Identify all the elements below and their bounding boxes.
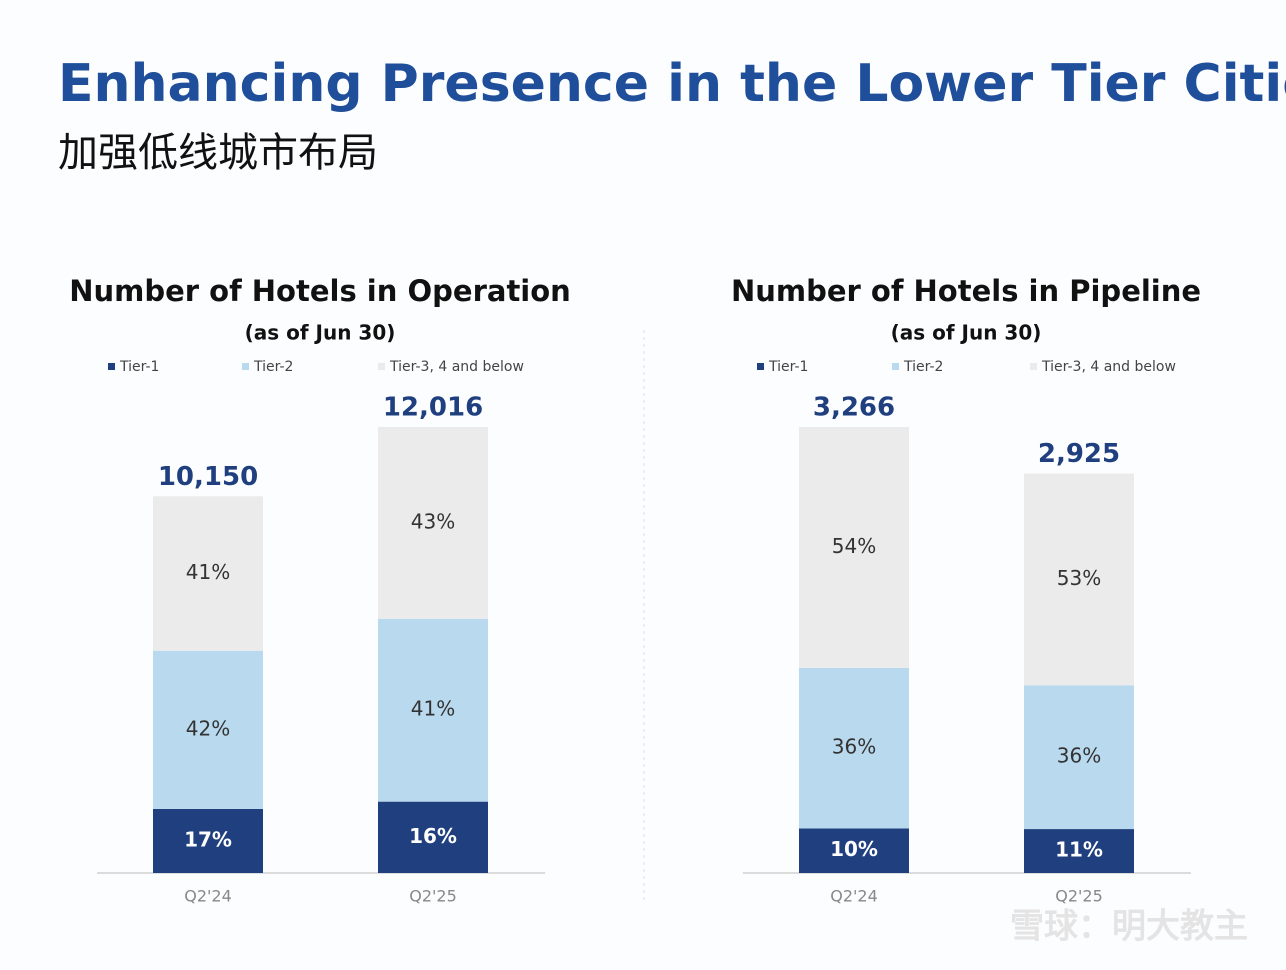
bar-segment	[799, 667, 909, 829]
segment-label: 43%	[411, 509, 455, 533]
chart-title: Number of Hotels in Pipeline	[731, 274, 1201, 308]
x-tick-label: Q2'24	[830, 887, 878, 906]
segment-label: 10%	[830, 837, 878, 861]
segment-label: 17%	[184, 827, 232, 851]
bar-segment	[378, 427, 488, 619]
watermark: 雪球：明大教主	[1010, 907, 1248, 947]
bar-segment	[799, 427, 909, 668]
legend-label: Tier-3, 4 and below	[389, 359, 524, 375]
total-label: 3,266	[813, 393, 895, 423]
legend-swatch	[892, 363, 899, 370]
legend-label: Tier-1	[768, 359, 808, 375]
legend-swatch	[108, 363, 115, 370]
segment-label: 11%	[1055, 838, 1103, 862]
bar-segment	[1024, 685, 1134, 830]
bar-segment	[153, 808, 263, 873]
segment-label: 36%	[1057, 744, 1101, 768]
legend-label: Tier-1	[119, 359, 159, 375]
segment-label: 53%	[1057, 566, 1101, 590]
legend-label: Tier-2	[253, 359, 293, 375]
bar-segment	[1024, 473, 1134, 686]
slide-title: Enhancing Presence in the Lower Tier Cit…	[58, 54, 1286, 114]
segment-label: 42%	[186, 716, 230, 740]
legend-swatch	[378, 363, 385, 370]
x-tick-label: Q2'25	[1055, 887, 1103, 906]
chart-subtitle: (as of Jun 30)	[891, 321, 1042, 345]
segment-label: 16%	[409, 824, 457, 848]
bar-segment	[153, 650, 263, 809]
bar-segment	[378, 618, 488, 802]
x-tick-label: Q2'24	[184, 887, 232, 906]
chart-title: Number of Hotels in Operation	[69, 274, 571, 308]
legend-label: Tier-2	[903, 359, 943, 375]
bar-segment	[799, 828, 909, 873]
legend-swatch	[1030, 363, 1037, 370]
segment-label: 36%	[832, 735, 876, 759]
legend-swatch	[757, 363, 764, 370]
total-label: 12,016	[383, 393, 483, 423]
legend-swatch	[242, 363, 249, 370]
x-tick-label: Q2'25	[409, 887, 457, 906]
chart-subtitle: (as of Jun 30)	[245, 321, 396, 345]
legend-label: Tier-3, 4 and below	[1041, 359, 1176, 375]
bar-segment	[378, 801, 488, 873]
segment-label: 41%	[411, 697, 455, 721]
slide-subtitle: 加强低线城市布局	[58, 130, 378, 176]
segment-label: 54%	[832, 534, 876, 558]
total-label: 10,150	[158, 462, 258, 492]
segment-label: 41%	[186, 560, 230, 584]
bar-segment	[1024, 829, 1134, 873]
total-label: 2,925	[1038, 439, 1120, 469]
bar-segment	[153, 496, 263, 651]
